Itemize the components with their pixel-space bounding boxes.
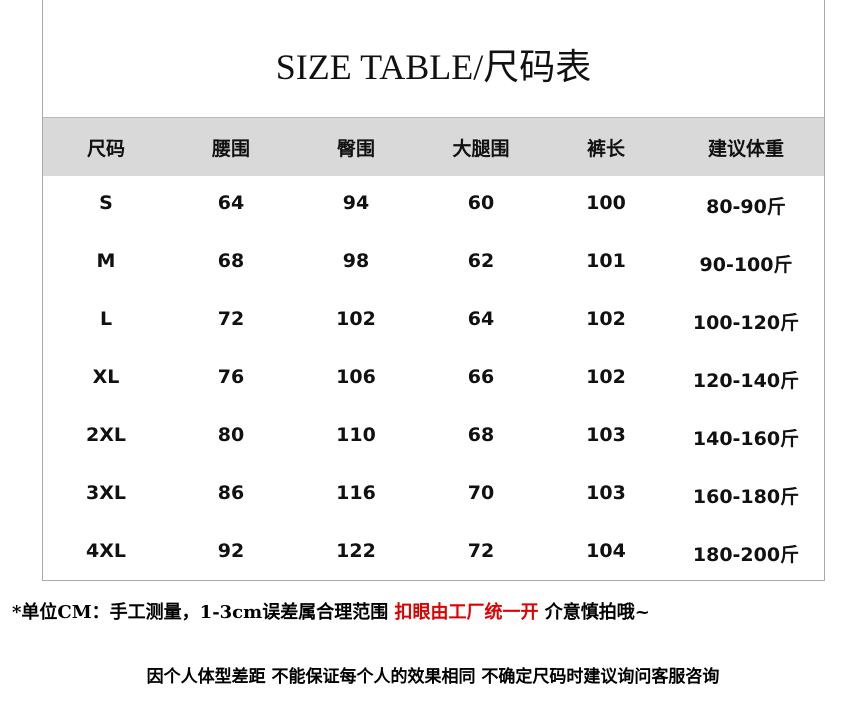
- table-cell: 4XL: [86, 540, 126, 562]
- table-cell: 72: [217, 308, 245, 330]
- table-cell: 70: [467, 482, 495, 504]
- table-cell: 103: [586, 482, 626, 504]
- table-cell: 100: [586, 192, 626, 214]
- table-cell: 100-120斤: [692, 312, 800, 334]
- size-table: SIZE TABLE/尺码表 尺码 腰围 臀围 大腿围 裤长 建议体重 S 64 94 60 100…: [42, 0, 825, 581]
- table-cell: 104: [586, 540, 626, 562]
- table-cell: 106: [336, 366, 376, 388]
- table-cell: 160-180斤: [692, 486, 800, 508]
- table-cell: M: [96, 250, 116, 272]
- table-cell: 建议体重: [707, 138, 784, 160]
- table-cell: 64: [217, 192, 245, 214]
- table-cell: XL: [92, 366, 120, 388]
- table-cell: 92: [217, 540, 245, 562]
- table-cell: 臀围: [336, 138, 375, 160]
- table-cell: 尺码: [86, 138, 125, 160]
- note-highlight: 扣眼由工厂统一开: [394, 602, 539, 623]
- table-cell: 180-200斤: [692, 544, 800, 566]
- table-cell: 62: [467, 250, 495, 272]
- title: SIZE TABLE/尺码表: [275, 47, 592, 87]
- table-cell: 66: [467, 366, 495, 388]
- note: *单位CM：手工测量，1-3cm误差属合理范围: [12, 602, 389, 623]
- table-cell: 裤长: [586, 138, 625, 160]
- table-cell: 140-160斤: [692, 428, 800, 450]
- table-cell: 80-90斤: [706, 196, 786, 218]
- note-line: *单位CM：手工测量，1-3cm误差属合理范围 扣眼由工厂统一开 介意慎拍哦~: [12, 598, 650, 624]
- table-cell: 80: [217, 424, 245, 446]
- table-cell: 94: [342, 192, 370, 214]
- table-cell: 116: [336, 482, 376, 504]
- table-cell: 102: [586, 308, 626, 330]
- table-cell: 3XL: [86, 482, 126, 504]
- table-cell: 110: [336, 424, 376, 446]
- header-band: [43, 117, 824, 176]
- table-cell: 120-140斤: [692, 370, 800, 392]
- table-cell: 60: [467, 192, 495, 214]
- table-cell: 68: [467, 424, 495, 446]
- table-cell: 98: [342, 250, 370, 272]
- table-cell: 86: [217, 482, 245, 504]
- table-cell: 103: [586, 424, 626, 446]
- table-cell: 68: [217, 250, 245, 272]
- table-cell: 大腿围: [452, 138, 510, 160]
- table-cell: 腰围: [211, 138, 250, 160]
- table-cell: 72: [467, 540, 495, 562]
- note: 介意慎拍哦~: [544, 602, 650, 623]
- note-line: 因个人体型差距 不能保证每个人的效果相同 不确定尺码时建议询问客服咨询: [146, 667, 720, 687]
- table-cell: 2XL: [86, 424, 126, 446]
- table-cell: 76: [217, 366, 245, 388]
- table-cell: L: [99, 308, 113, 330]
- table-cell: S: [99, 192, 113, 214]
- table-cell: 102: [586, 366, 626, 388]
- table-cell: 101: [586, 250, 626, 272]
- table-cell: 64: [467, 308, 495, 330]
- table-cell: 122: [336, 540, 376, 562]
- table-cell: 102: [336, 308, 376, 330]
- table-cell: 90-100斤: [699, 254, 793, 276]
